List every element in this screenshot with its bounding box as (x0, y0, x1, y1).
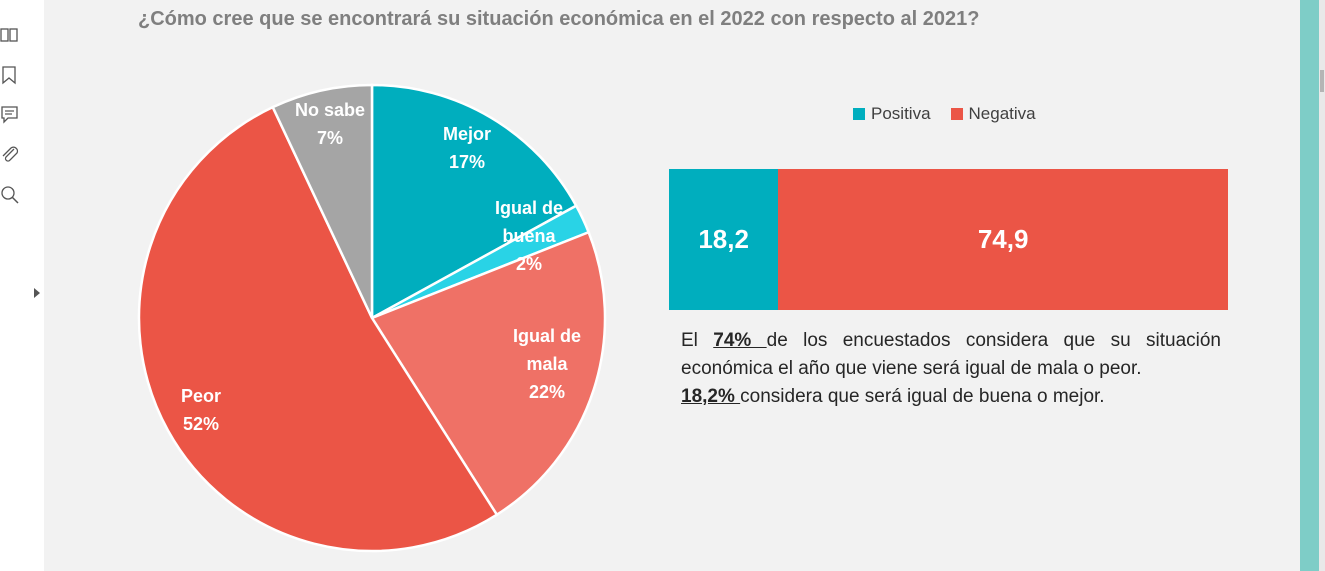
legend-label-negativa: Negativa (968, 104, 1036, 123)
viewer-sidebar (0, 0, 40, 571)
legend-label-positiva: Positiva (871, 104, 931, 123)
stacked-bar: 18,2 74,9 (669, 169, 1228, 310)
summary-text: El 74% de los encuestados considera que … (681, 327, 1221, 411)
chart-title: ¿Cómo cree que se encontrará su situació… (138, 8, 980, 30)
pie-label-0: Mejor 17% (443, 124, 491, 172)
scrollbar-thumb[interactable] (1320, 70, 1324, 92)
summary-text-pre: El (681, 330, 714, 351)
adjacent-slide-edge (1300, 0, 1319, 571)
summary-highlight-positive: 18,2% (681, 386, 741, 407)
legend-swatch-positiva (853, 108, 865, 120)
pie-label-1: Igual de buena 2% (495, 198, 563, 274)
thumbnails-icon[interactable] (0, 24, 22, 46)
summary-text-negative: de los encuestados considera que su situ… (681, 330, 1221, 379)
pie-label-2: Igual de mala 22% (513, 326, 581, 402)
pie-label-3: Peor 52% (181, 386, 221, 434)
bar-segment-negativa: 74,9 (778, 169, 1228, 310)
pie-slice-3 (137, 105, 499, 553)
legend-item-negativa: Negativa (950, 104, 1036, 124)
comment-icon[interactable] (0, 104, 22, 126)
legend-swatch-negativa (950, 108, 963, 120)
vertical-scrollbar[interactable] (1319, 0, 1325, 571)
pie-slice-0 (370, 83, 578, 321)
summary-highlight-negative: 74% (713, 330, 767, 351)
search-icon[interactable] (0, 184, 22, 206)
pie-label-4: No sabe 7% (295, 100, 365, 148)
pie-slice-2 (370, 230, 607, 517)
bar-value-positiva: 18,2 (698, 224, 749, 254)
bar-legend: Positiva Negativa (853, 104, 1036, 124)
expand-sidebar-arrow-icon[interactable] (34, 288, 40, 298)
bookmark-icon[interactable] (0, 64, 22, 86)
pie-slice-4 (271, 83, 374, 319)
attachment-icon[interactable] (0, 144, 22, 166)
legend-item-positiva: Positiva (853, 104, 931, 124)
bar-value-negativa: 74,9 (977, 224, 1029, 254)
bar-segment-positiva: 18,2 (669, 169, 779, 310)
summary-text-positive: considera que será igual de buena o mejo… (740, 386, 1105, 407)
